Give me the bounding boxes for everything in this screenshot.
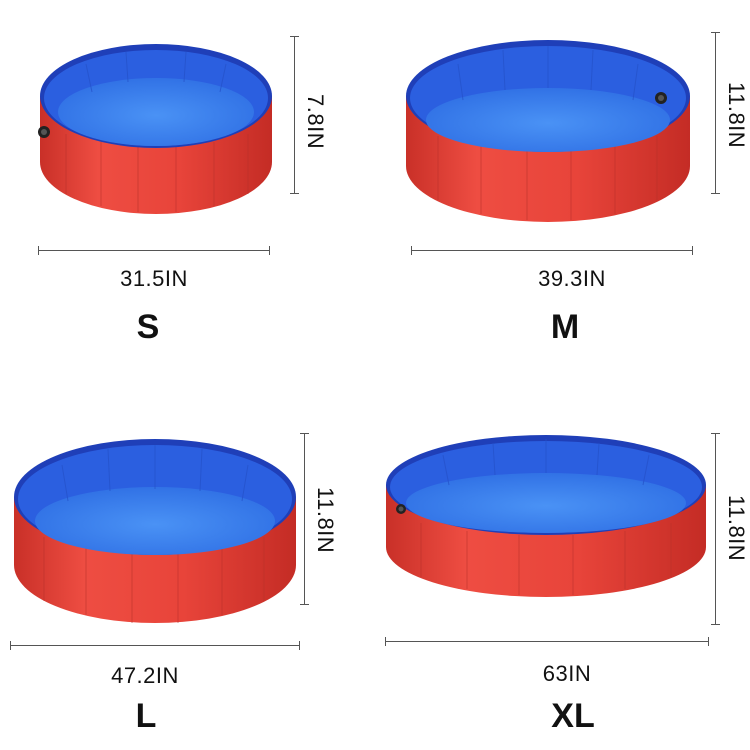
pool-size-m: 11.8IN 39.3IN M [375,0,750,375]
width-dimension-line [385,637,709,646]
pool-image-l [14,439,296,623]
height-label-xl: 11.8IN [724,495,749,562]
height-dimension-line [711,433,720,625]
pool-image-xl [386,435,706,597]
width-dimension-line [10,641,300,650]
size-label-xl: XL [551,697,595,735]
width-label-m: 39.3IN [538,266,606,291]
pool-size-l: 11.8IN 47.2IN L [0,375,375,750]
height-dimension-line [300,433,309,605]
width-label-xl: 63IN [542,661,592,686]
size-label-m: M [550,308,580,346]
height-dimension-line [711,32,720,194]
width-dimension-line [38,246,270,255]
pool-size-xl: 11.8IN 63IN XL [375,375,750,750]
pool-image-m [406,40,690,222]
pool-image-s [38,44,272,214]
width-label-l: 47.2IN [111,663,179,688]
width-label-s: 31.5IN [120,266,188,291]
size-label-l: L [135,697,157,735]
height-label-s: 7.8IN [303,94,328,150]
size-label-s: S [136,308,160,346]
width-dimension-line [411,246,693,255]
height-label-l: 11.8IN [313,487,338,554]
height-dimension-line [290,36,299,194]
pool-size-s: 7.8IN 31.5IN S [0,0,375,375]
height-label-m: 11.8IN [724,82,749,149]
